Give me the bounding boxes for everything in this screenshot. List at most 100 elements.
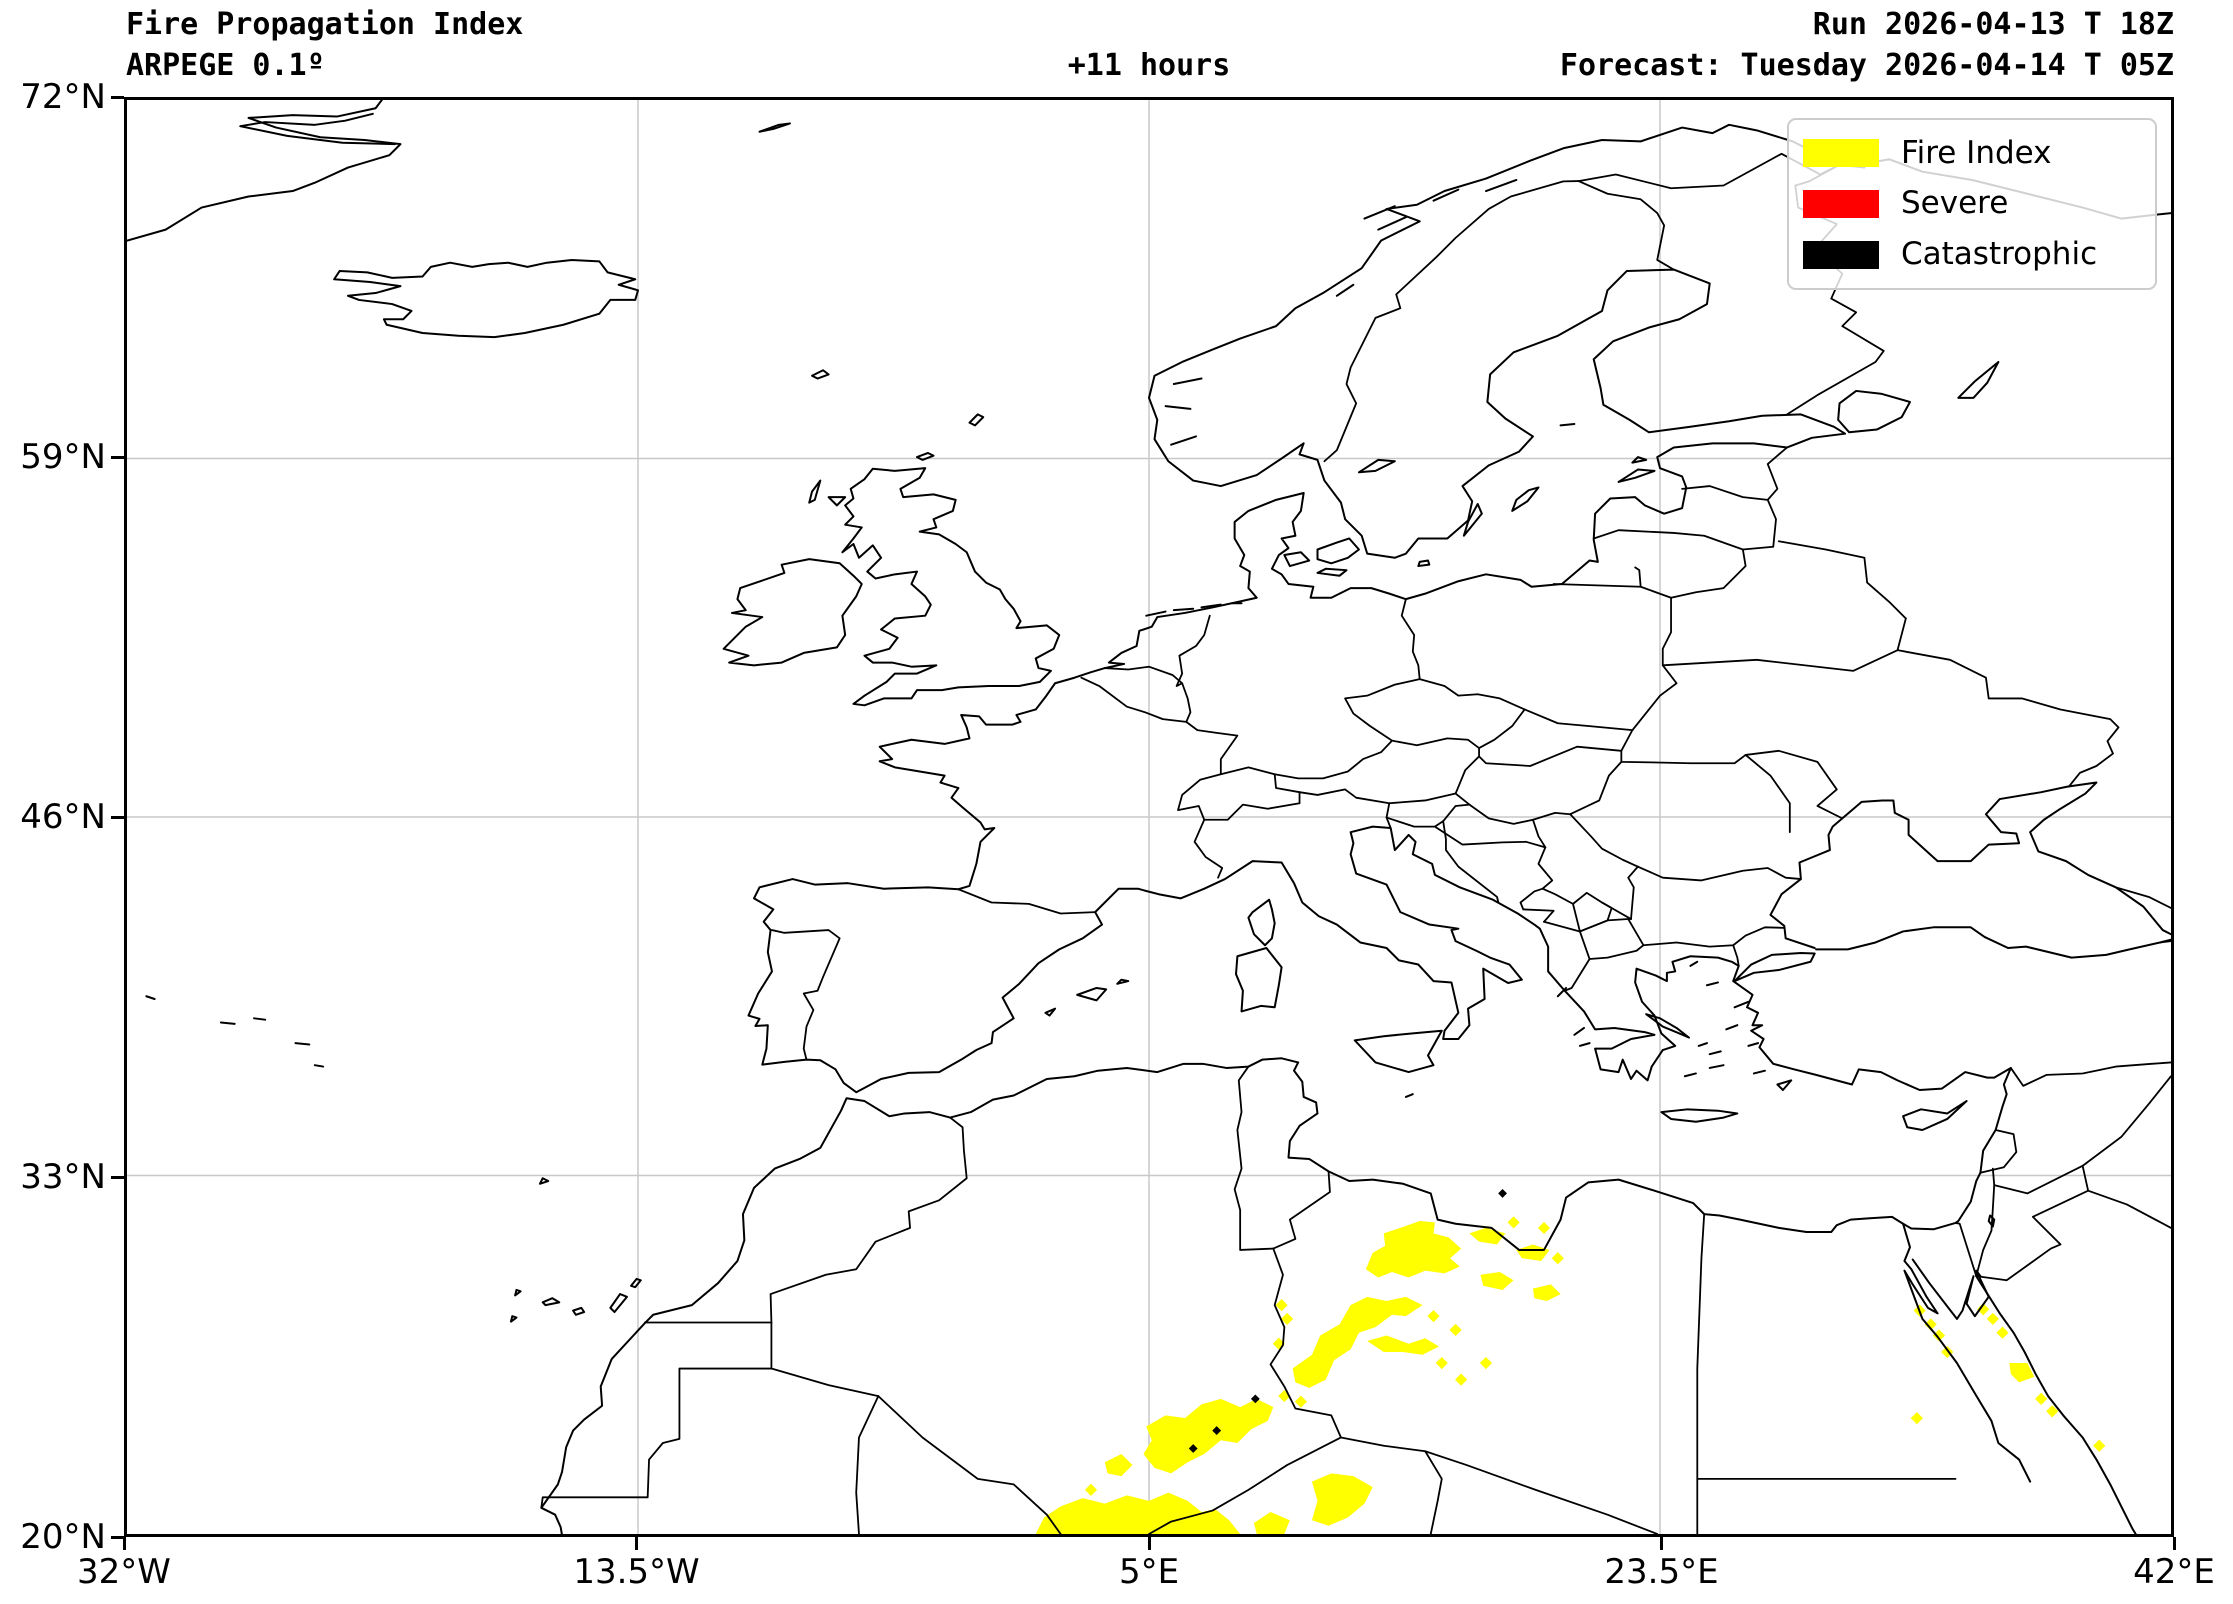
island-or-lake bbox=[1735, 953, 1815, 981]
island-or-lake bbox=[917, 453, 934, 460]
country-border bbox=[2160, 941, 2171, 942]
country-border bbox=[1635, 567, 1641, 586]
small-island bbox=[1174, 609, 1193, 610]
small-island bbox=[1406, 1094, 1413, 1097]
island-or-lake bbox=[1317, 538, 1358, 563]
small-island bbox=[1685, 1073, 1696, 1076]
forecast-label: Forecast: Tuesday 2026-04-14 T 05Z bbox=[1559, 48, 2174, 83]
country-border bbox=[1976, 1169, 1994, 1277]
small-island bbox=[1146, 612, 1165, 616]
y-tick-4 bbox=[111, 1535, 124, 1539]
x-tick-4 bbox=[2172, 1537, 2176, 1550]
country-border bbox=[772, 930, 840, 1060]
country-border bbox=[1570, 814, 1638, 866]
small-island bbox=[1754, 1071, 1765, 1074]
island-or-lake bbox=[1619, 470, 1655, 482]
coastline bbox=[127, 100, 400, 241]
island-or-lake bbox=[1838, 391, 1910, 432]
country-border bbox=[958, 889, 1095, 913]
island-or-lake bbox=[1958, 362, 1998, 398]
country-border bbox=[1275, 738, 1479, 803]
x-tick-label-2: 5°E bbox=[1118, 1552, 1180, 1592]
island-or-lake bbox=[540, 1178, 548, 1184]
country-border bbox=[1525, 584, 1677, 730]
coastline bbox=[240, 114, 395, 144]
country-border bbox=[1387, 794, 1470, 827]
island-or-lake bbox=[1236, 948, 1282, 1011]
small-island bbox=[295, 1043, 309, 1044]
fire-index-speck bbox=[1910, 1412, 1923, 1425]
country-border bbox=[1479, 730, 1632, 766]
fire-index-area bbox=[2009, 1363, 2035, 1383]
catastrophic-speck bbox=[1188, 1444, 1198, 1453]
run-label: Run 2026-04-13 T 18Z bbox=[1812, 7, 2174, 42]
country-border bbox=[1621, 751, 1745, 763]
island-or-lake bbox=[1317, 569, 1346, 576]
legend-row-fire-index: Fire Index bbox=[1803, 137, 2141, 169]
country-border bbox=[1425, 1451, 1442, 1534]
severe-label: Severe bbox=[1901, 185, 2009, 222]
country-border bbox=[1565, 959, 1590, 991]
country-border bbox=[1341, 1437, 1425, 1451]
country-border bbox=[541, 1322, 771, 1507]
island-or-lake bbox=[1284, 552, 1309, 566]
page-title: Fire Propagation Index bbox=[126, 7, 524, 42]
lead-time-label: +11 hours bbox=[1067, 48, 1231, 83]
fire-index-area bbox=[1311, 1473, 1373, 1526]
country-border bbox=[1746, 751, 1843, 819]
island-or-lake bbox=[1045, 1009, 1055, 1016]
country-border bbox=[1682, 486, 1768, 500]
island-or-lake bbox=[1355, 1031, 1442, 1072]
country-border bbox=[1177, 616, 1210, 722]
country-border bbox=[1663, 618, 1906, 670]
island-or-lake bbox=[1077, 988, 1106, 1000]
catastrophic-swatch bbox=[1803, 240, 1879, 269]
y-tick-1 bbox=[111, 455, 124, 459]
catastrophic-label: Catastrophic bbox=[1901, 236, 2098, 273]
island-or-lake bbox=[1359, 460, 1395, 472]
country-border bbox=[1235, 1067, 1274, 1250]
model-label: ARPEGE 0.1º bbox=[126, 48, 325, 83]
country-border bbox=[1733, 945, 1739, 966]
country-border bbox=[1273, 1171, 1330, 1248]
country-border bbox=[1469, 762, 1621, 824]
fire-index-speck bbox=[1449, 1323, 1462, 1336]
country-border bbox=[1543, 889, 1631, 919]
catastrophic-speck bbox=[1250, 1394, 1260, 1404]
y-tick-3 bbox=[111, 1175, 124, 1179]
island-or-lake bbox=[1464, 504, 1482, 536]
coastline bbox=[1976, 1276, 2136, 1534]
small-island bbox=[1735, 1002, 1749, 1008]
small-island bbox=[1378, 217, 1406, 229]
country-border bbox=[1976, 1191, 2088, 1281]
island-or-lake bbox=[1777, 1080, 1791, 1090]
x-tick-label-4: 42°E bbox=[2133, 1552, 2215, 1592]
fire-index-speck bbox=[1294, 1395, 1307, 1408]
coastline bbox=[1770, 783, 2171, 948]
small-island bbox=[1364, 206, 1394, 218]
small-island bbox=[1707, 982, 1718, 985]
small-island bbox=[1710, 1051, 1721, 1054]
x-tick-label-0: 32°W bbox=[77, 1552, 171, 1592]
fire-index-speck bbox=[1427, 1310, 1440, 1323]
country-border bbox=[1324, 181, 1578, 461]
fire-index-area bbox=[1143, 1398, 1274, 1474]
map-canvas bbox=[127, 100, 2171, 1534]
small-island bbox=[1337, 285, 1354, 296]
island-or-lake bbox=[334, 260, 638, 337]
country-border bbox=[1420, 679, 1525, 748]
x-tick-label-3: 23.5°E bbox=[1604, 1552, 1719, 1592]
catastrophic-speck bbox=[1498, 1189, 1507, 1198]
y-tick-0 bbox=[111, 95, 124, 99]
country-border bbox=[1994, 1166, 2082, 1194]
country-border bbox=[1594, 530, 1746, 598]
small-island bbox=[146, 996, 154, 999]
fire-index-speck bbox=[1435, 1356, 1448, 1370]
country-border bbox=[1638, 867, 1801, 881]
x-tick-label-1: 13.5°W bbox=[573, 1552, 700, 1592]
country-border bbox=[1081, 678, 1237, 775]
country-border bbox=[856, 1396, 878, 1534]
country-border bbox=[1523, 909, 1553, 921]
island-or-lake bbox=[1632, 457, 1646, 463]
